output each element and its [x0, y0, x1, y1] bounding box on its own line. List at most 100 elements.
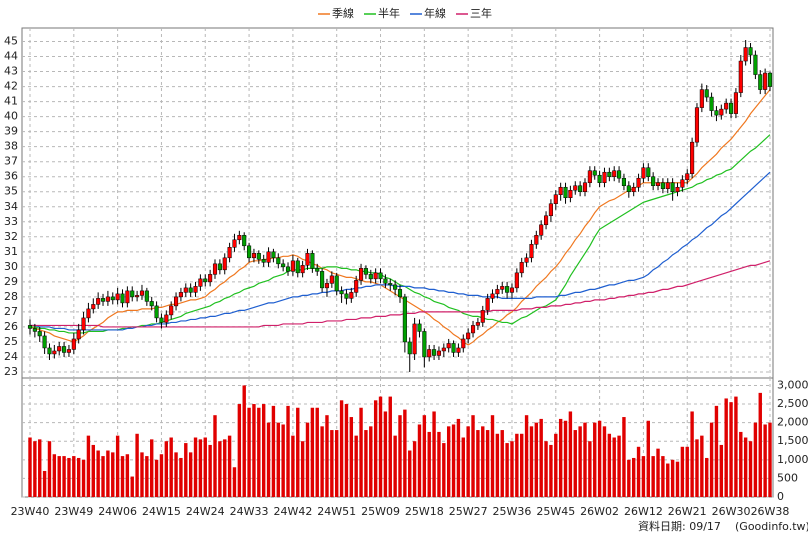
volume-bar	[271, 405, 276, 497]
volume-bar	[373, 400, 378, 497]
volume-bar	[286, 405, 290, 497]
volume-bar	[208, 444, 212, 497]
volume-bar	[130, 476, 134, 497]
volume-bar	[223, 439, 227, 497]
volume-bar	[96, 450, 100, 497]
candle-body	[480, 310, 485, 323]
y-tick-label: 28	[4, 290, 18, 303]
candle-body	[612, 170, 617, 177]
volume-bar	[724, 398, 728, 497]
candle-body	[617, 170, 622, 179]
volume-bar	[661, 456, 665, 497]
volume-bar	[101, 456, 105, 497]
candle-body	[446, 343, 451, 349]
volume-bar	[369, 426, 373, 497]
candle-body	[548, 203, 553, 217]
candle-body	[130, 290, 135, 298]
candle-body	[680, 179, 685, 188]
candle-body	[237, 235, 242, 241]
y-tick-label: 24	[4, 350, 18, 363]
volume-bar	[451, 424, 456, 497]
candle-body	[767, 72, 773, 87]
candle-body	[52, 350, 57, 355]
x-tick-label: 24W24	[186, 505, 225, 518]
volume-bar	[612, 437, 616, 497]
volume-bar	[578, 426, 582, 497]
volume-bar	[729, 402, 733, 497]
y-tick-label: 45	[4, 35, 18, 48]
candle-body	[42, 335, 47, 349]
volume-bar	[252, 404, 256, 497]
candle-body	[149, 301, 154, 307]
volume-bar	[218, 441, 222, 497]
volume-bar	[476, 430, 480, 497]
volume-bar	[471, 415, 475, 497]
volume-bar	[42, 470, 47, 497]
candle-body	[524, 257, 529, 263]
volume-bar	[408, 450, 412, 497]
candle-body	[738, 60, 743, 93]
candle-body	[247, 245, 252, 259]
y-tick-label: 2,500	[777, 397, 808, 410]
candle-body	[27, 325, 33, 329]
volume-bar	[607, 433, 612, 497]
candle-body	[242, 235, 247, 247]
x-tick-label: 24W51	[317, 505, 356, 518]
volume-bar	[539, 418, 543, 497]
ma-line	[30, 260, 771, 328]
y-tick-label: 500	[777, 471, 798, 484]
candle-body	[626, 185, 631, 192]
candle-body	[397, 289, 403, 298]
volume-bar	[354, 435, 358, 497]
volume-bar	[510, 441, 514, 497]
candle-body	[217, 263, 222, 271]
candle-body	[169, 305, 174, 316]
candle-body	[505, 286, 510, 293]
candle-body	[290, 260, 295, 272]
y-tick-label: 27	[4, 305, 18, 318]
volume-bar	[583, 422, 587, 497]
volume-bar	[184, 443, 188, 497]
candle-body	[300, 265, 305, 274]
volume-bar	[495, 433, 500, 497]
volume-bar	[145, 456, 149, 497]
volume-bar	[227, 435, 232, 497]
candle-body	[529, 244, 534, 259]
legend-label: 半年	[378, 6, 400, 20]
volume-bar	[627, 459, 631, 497]
candle-body	[412, 323, 417, 355]
volume-bar	[675, 461, 680, 497]
volume-bar	[515, 433, 519, 497]
volume-bar	[247, 407, 251, 497]
volume-bar	[422, 415, 427, 497]
candle-body	[66, 349, 71, 353]
candle-body	[534, 235, 539, 245]
volume-bar	[364, 430, 368, 497]
volume-bar	[748, 441, 753, 497]
x-tick-label: 26W02	[580, 505, 619, 518]
candle-body	[183, 287, 188, 293]
volume-bar	[646, 420, 650, 497]
y-tick-label: 40	[4, 110, 18, 123]
candle-body	[587, 170, 592, 183]
volume-bar	[714, 405, 719, 497]
y-tick-label: 42	[4, 80, 18, 93]
x-tick-label: 24W15	[142, 505, 181, 518]
legend-label: 年線	[424, 6, 446, 20]
legend-label: 季線	[332, 6, 354, 20]
volume-bar	[709, 422, 714, 497]
y-tick-label: 3,000	[777, 378, 808, 391]
candle-body	[154, 305, 159, 319]
candle-body	[641, 167, 646, 179]
volume-bar	[179, 457, 183, 497]
x-tick-label: 24W33	[230, 505, 269, 518]
candle-body	[334, 275, 339, 292]
volume-bar	[135, 433, 139, 497]
legend-label: 三年	[470, 6, 492, 20]
candle-body	[422, 331, 427, 358]
candle-body	[144, 290, 149, 302]
volume-bar	[734, 396, 738, 497]
candle-body	[281, 263, 286, 268]
date-note: 資料日期: 09/17	[638, 519, 721, 533]
candle-body	[578, 185, 583, 192]
